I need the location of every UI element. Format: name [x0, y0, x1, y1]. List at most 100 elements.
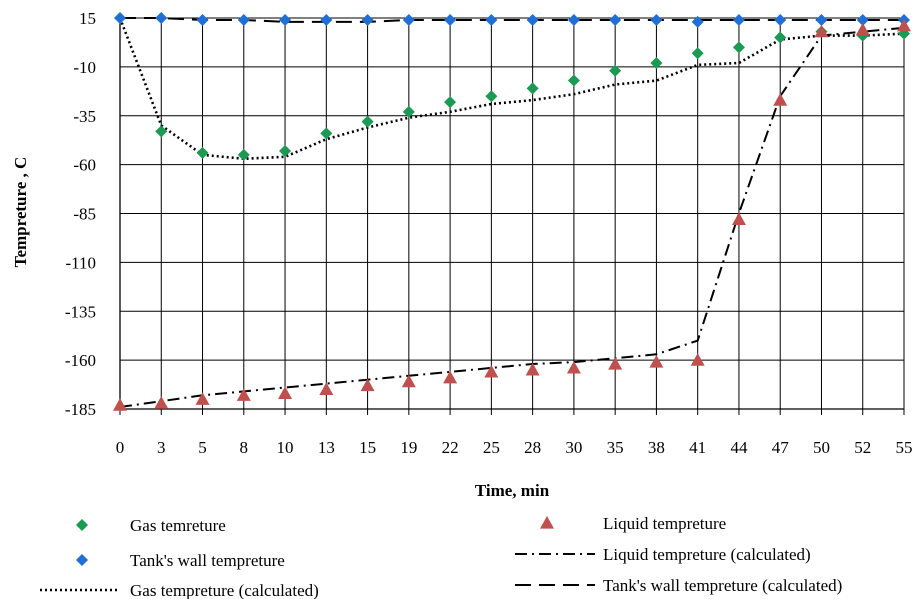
point-tank-s-wall-tempreture	[196, 13, 209, 26]
point-gas-temreture	[732, 41, 745, 54]
point-gas-temreture	[196, 146, 209, 159]
point-liquid-tempreture	[443, 370, 458, 384]
legend-label: Gas tempreture (calculated)	[130, 581, 319, 599]
legend-label: Tank's wall tempreture (calculated)	[603, 576, 842, 595]
point-liquid-tempreture	[897, 18, 911, 32]
point-gas-temreture	[567, 74, 580, 87]
point-tank-s-wall-tempreture	[567, 13, 580, 26]
point-gas-temreture	[444, 96, 457, 109]
x-tick-label: 44	[730, 438, 748, 457]
series-layer	[113, 12, 911, 411]
y-tick-label: -35	[73, 107, 96, 126]
y-axis-label: Tempreture , C	[11, 157, 30, 268]
gridlines	[119, 17, 905, 415]
x-tick-label: 30	[565, 438, 582, 457]
point-tank-s-wall-tempreture	[155, 12, 168, 24]
point-tank-s-wall-tempreture	[526, 13, 539, 26]
point-tank-s-wall-tempreture	[485, 13, 498, 26]
legend-entry-gas-tempreture-calculated: Gas tempreture (calculated)	[40, 581, 319, 599]
x-tick-label: 25	[483, 438, 500, 457]
legend-label: Tank's wall tempreture	[130, 551, 285, 570]
point-tank-s-wall-tempreture	[361, 13, 374, 26]
point-gas-temreture	[320, 127, 333, 140]
point-gas-temreture	[609, 64, 622, 77]
y-tick-label: -185	[65, 400, 96, 419]
point-gas-temreture	[485, 90, 498, 103]
legend-entry-gas-temreture: Gas temreture	[76, 516, 226, 535]
legend-label: Gas temreture	[130, 516, 226, 535]
point-tank-s-wall-tempreture	[856, 13, 869, 26]
point-liquid-tempreture	[113, 398, 127, 411]
legend-label: Liquid tempreture	[603, 514, 726, 533]
point-liquid-tempreture	[649, 355, 664, 368]
point-liquid-tempreture	[484, 364, 499, 378]
legend-entry-liquid-tempreture: Liquid tempreture	[540, 514, 726, 533]
point-gas-temreture	[402, 105, 415, 118]
point-liquid-tempreture	[525, 362, 540, 376]
legend-label: Liquid tempreture (calculated)	[603, 545, 811, 564]
point-tank-s-wall-tempreture	[320, 13, 333, 26]
point-liquid-tempreture	[319, 382, 334, 396]
x-tick-label: 22	[442, 438, 459, 457]
point-tank-s-wall-tempreture	[402, 13, 415, 26]
legend-marker	[76, 519, 88, 531]
point-liquid-tempreture	[608, 357, 623, 370]
point-gas-temreture	[526, 82, 539, 95]
point-liquid-tempreture	[855, 22, 870, 36]
point-tank-s-wall-tempreture	[114, 12, 126, 24]
point-gas-temreture	[361, 115, 374, 128]
legend: Gas temreture Tank's wall tempreture Gas t…	[40, 514, 842, 599]
x-axis-label: Time, min	[475, 481, 550, 500]
legend-entry-tank-s-wall-tempreture: Tank's wall tempreture	[76, 551, 285, 570]
x-tick-label: 15	[359, 438, 376, 457]
x-tick-label: 41	[689, 438, 706, 457]
point-tank-s-wall-tempreture	[444, 13, 457, 26]
point-tank-s-wall-tempreture	[279, 13, 292, 26]
point-liquid-tempreture	[814, 24, 829, 38]
y-tick-label: -110	[65, 253, 96, 272]
point-tank-s-wall-tempreture	[237, 13, 250, 26]
point-liquid-tempreture	[690, 353, 705, 366]
series-line-liquid-tempreture-calculated	[119, 26, 905, 408]
point-liquid-tempreture	[731, 212, 746, 225]
x-tick-label: 19	[400, 438, 417, 457]
x-tick-label: 35	[607, 438, 624, 457]
x-tick-label: 55	[896, 438, 913, 457]
x-tick-label: 52	[854, 438, 871, 457]
point-tank-s-wall-tempreture	[732, 13, 745, 26]
legend-marker	[76, 554, 88, 566]
point-liquid-tempreture	[154, 396, 169, 409]
series-line-tank-s-wall-tempreture-calculated	[120, 17, 904, 23]
point-liquid-tempreture	[236, 388, 251, 401]
point-liquid-tempreture	[278, 386, 293, 399]
point-gas-temreture	[774, 31, 787, 44]
point-gas-temreture	[691, 47, 704, 60]
point-liquid-tempreture	[195, 392, 210, 405]
x-tick-label: 3	[157, 438, 166, 457]
y-tick-label: -135	[65, 302, 96, 321]
point-gas-temreture	[279, 144, 292, 157]
point-gas-temreture	[237, 148, 250, 161]
x-tick-label: 50	[813, 438, 830, 457]
legend-entry-liquid-tempreture-calculated: Liquid tempreture (calculated)	[515, 545, 811, 564]
x-tick-label: 10	[277, 438, 294, 457]
point-liquid-tempreture	[566, 360, 581, 374]
y-tick-label: -60	[73, 156, 96, 175]
y-tick-label: -10	[73, 58, 96, 77]
point-tank-s-wall-tempreture	[774, 13, 787, 26]
x-tick-label: 13	[318, 438, 335, 457]
point-tank-s-wall-tempreture	[691, 15, 704, 28]
x-tick-label: 8	[240, 438, 249, 457]
point-gas-temreture	[155, 125, 168, 138]
point-gas-temreture	[650, 56, 663, 69]
x-tick-label: 38	[648, 438, 665, 457]
point-liquid-tempreture	[401, 374, 416, 388]
point-liquid-tempreture	[773, 93, 788, 106]
point-liquid-tempreture	[360, 378, 375, 392]
point-tank-s-wall-tempreture	[650, 13, 663, 26]
x-tick-label: 47	[772, 438, 790, 457]
point-tank-s-wall-tempreture	[815, 13, 828, 26]
legend-entry-tank-s-wall-tempreture-calculated: Tank's wall tempreture (calculated)	[515, 576, 842, 595]
